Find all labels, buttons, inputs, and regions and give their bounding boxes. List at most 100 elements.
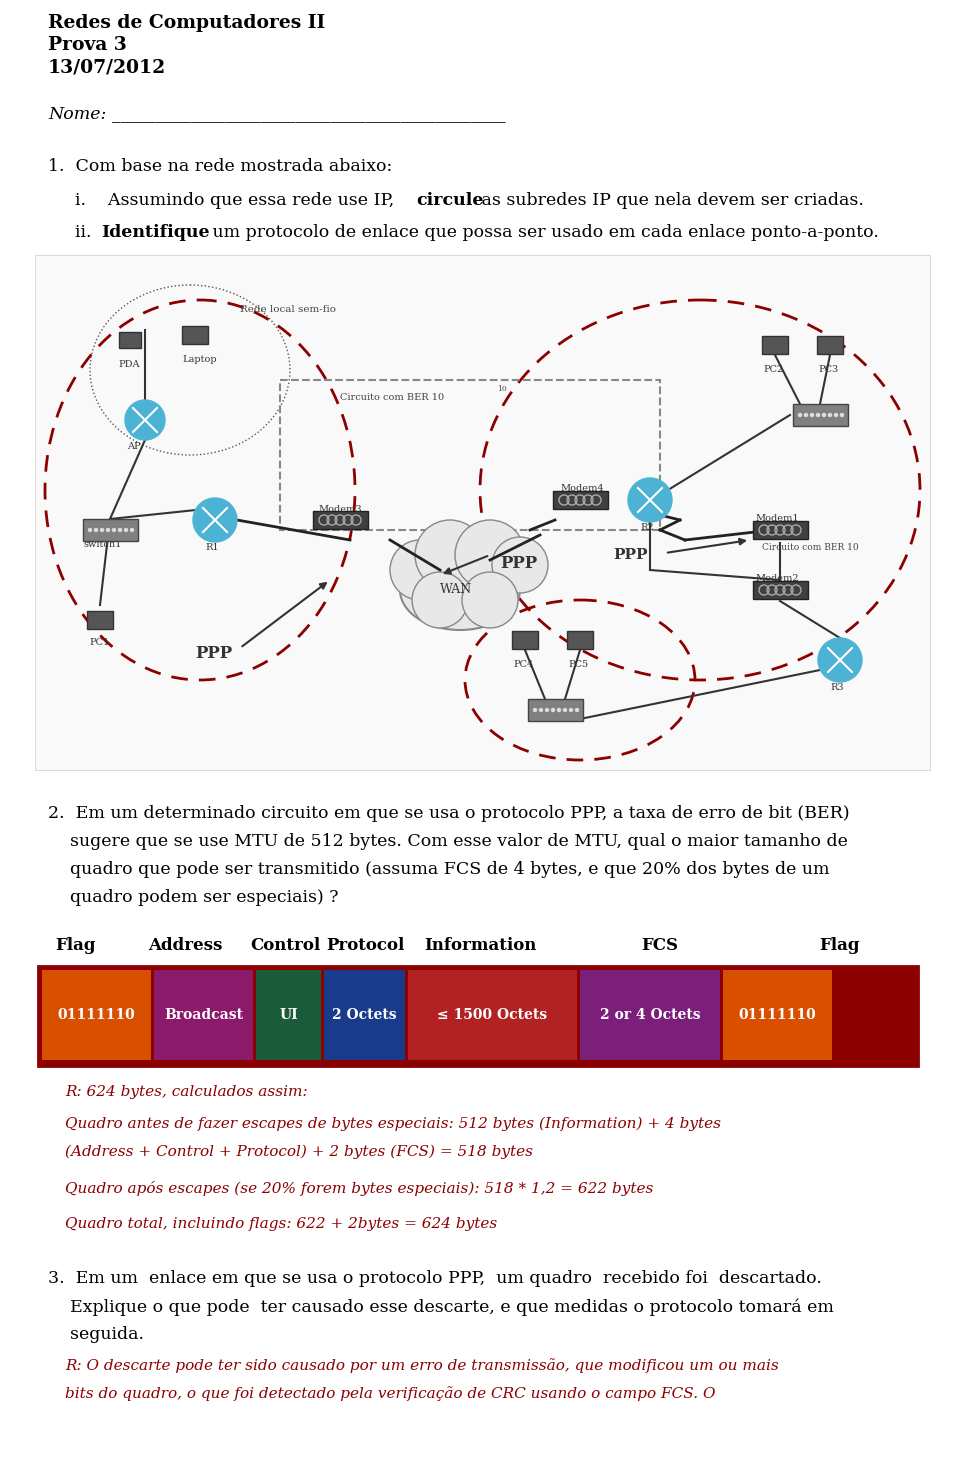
Text: Modem4: Modem4 <box>560 484 604 492</box>
Circle shape <box>834 413 837 416</box>
Text: Modem2: Modem2 <box>755 573 799 584</box>
Text: ii.: ii. <box>75 223 103 241</box>
Text: Address: Address <box>148 936 222 954</box>
Text: seguida.: seguida. <box>48 1326 144 1344</box>
Circle shape <box>118 529 122 532</box>
Text: PC2: PC2 <box>763 365 783 373</box>
FancyBboxPatch shape <box>256 970 321 1060</box>
Text: Explique o que pode  ter causado esse descarte, e que medidas o protocolo tomará: Explique o que pode ter causado esse des… <box>48 1298 834 1316</box>
FancyBboxPatch shape <box>580 970 720 1060</box>
FancyBboxPatch shape <box>817 337 843 354</box>
Circle shape <box>193 498 237 542</box>
FancyBboxPatch shape <box>762 337 787 354</box>
Circle shape <box>841 413 844 416</box>
Text: switch3: switch3 <box>527 714 565 725</box>
FancyBboxPatch shape <box>119 332 141 348</box>
Text: PC4: PC4 <box>513 660 533 669</box>
Text: PC3: PC3 <box>818 365 838 373</box>
Circle shape <box>94 529 98 532</box>
Text: Modem1: Modem1 <box>755 514 799 523</box>
Text: bits do quadro, o que foi detectado pela verificação de CRC usando o campo FCS. : bits do quadro, o que foi detectado pela… <box>65 1386 715 1401</box>
Text: 2 Octets: 2 Octets <box>332 1008 396 1022</box>
Text: Rede local sem-fio: Rede local sem-fio <box>240 304 336 315</box>
FancyBboxPatch shape <box>408 970 577 1060</box>
Text: R: O descarte pode ter sido causado por um erro de transmissão, que modificou um: R: O descarte pode ter sido causado por … <box>65 1358 779 1373</box>
Text: WAN: WAN <box>440 584 472 595</box>
FancyBboxPatch shape <box>324 970 405 1060</box>
Text: (Address + Control + Protocol) + 2 bytes (FCS) = 518 bytes: (Address + Control + Protocol) + 2 bytes… <box>65 1145 533 1160</box>
Circle shape <box>817 413 820 416</box>
Text: quadro podem ser especiais) ?: quadro podem ser especiais) ? <box>48 889 339 906</box>
Text: ≤ 1500 Octets: ≤ 1500 Octets <box>438 1008 547 1022</box>
Text: R1: R1 <box>205 542 219 553</box>
Circle shape <box>107 529 109 532</box>
FancyBboxPatch shape <box>313 512 368 529</box>
Text: R3: R3 <box>830 684 844 692</box>
Text: PC1: PC1 <box>89 638 109 647</box>
Circle shape <box>88 529 91 532</box>
Circle shape <box>462 572 518 628</box>
Text: 10: 10 <box>497 385 507 392</box>
FancyBboxPatch shape <box>513 631 538 648</box>
Circle shape <box>810 413 813 416</box>
Text: PPP: PPP <box>500 556 538 572</box>
Circle shape <box>545 709 548 711</box>
Text: UI: UI <box>279 1008 298 1022</box>
Text: 3.  Em um  enlace em que se usa o protocolo PPP,  um quadro  recebido foi  desca: 3. Em um enlace em que se usa o protocol… <box>48 1270 822 1288</box>
FancyBboxPatch shape <box>87 612 112 629</box>
Circle shape <box>415 520 485 589</box>
Text: FCS: FCS <box>641 936 679 954</box>
FancyBboxPatch shape <box>527 700 583 720</box>
Text: Nome: _____________________________________________: Nome: __________________________________… <box>48 104 506 122</box>
Text: sugere que se use MTU de 512 bytes. Com esse valor de MTU, qual o maior tamanho : sugere que se use MTU de 512 bytes. Com … <box>48 833 848 850</box>
Text: Laptop: Laptop <box>182 354 217 365</box>
FancyBboxPatch shape <box>567 631 592 648</box>
Text: Quadro antes de fazer escapes de bytes especiais: 512 bytes (Information) + 4 by: Quadro antes de fazer escapes de bytes e… <box>65 1117 721 1132</box>
Circle shape <box>125 400 165 440</box>
Circle shape <box>804 413 807 416</box>
Circle shape <box>125 529 128 532</box>
Text: 2 or 4 Octets: 2 or 4 Octets <box>600 1008 700 1022</box>
Text: Quadro após escapes (se 20% forem bytes especiais): 518 * 1,2 = 622 bytes: Quadro após escapes (se 20% forem bytes … <box>65 1180 654 1197</box>
Text: R2: R2 <box>640 523 654 532</box>
Circle shape <box>112 529 115 532</box>
Circle shape <box>540 709 542 711</box>
Text: Redes de Computadores II: Redes de Computadores II <box>48 15 325 32</box>
Text: Prova 3: Prova 3 <box>48 35 127 54</box>
Text: Protocol: Protocol <box>325 936 404 954</box>
Circle shape <box>575 709 579 711</box>
Circle shape <box>390 539 450 600</box>
Text: Control: Control <box>250 936 320 954</box>
FancyBboxPatch shape <box>83 519 137 541</box>
Text: PPP: PPP <box>613 548 647 562</box>
Circle shape <box>101 529 104 532</box>
Circle shape <box>131 529 133 532</box>
Text: 1.  Com base na rede mostrada abaixo:: 1. Com base na rede mostrada abaixo: <box>48 157 393 175</box>
Text: Circuito com BER 10: Circuito com BER 10 <box>340 392 444 401</box>
Text: R: 624 bytes, calculados assim:: R: 624 bytes, calculados assim: <box>65 1085 307 1100</box>
Text: Identifique: Identifique <box>101 223 209 241</box>
Circle shape <box>564 709 566 711</box>
Text: um protocolo de enlace que possa ser usado em cada enlace ponto-a-ponto.: um protocolo de enlace que possa ser usa… <box>207 223 878 241</box>
Circle shape <box>569 709 572 711</box>
Text: switch2: switch2 <box>796 420 834 429</box>
FancyBboxPatch shape <box>182 326 207 344</box>
Circle shape <box>551 709 555 711</box>
Text: 2.  Em um determinado circuito em que se usa o protocolo PPP, a taxa de erro de : 2. Em um determinado circuito em que se … <box>48 806 850 822</box>
Text: PC5: PC5 <box>568 660 588 669</box>
Text: PDA: PDA <box>118 360 139 369</box>
Text: i.    Assumindo que essa rede use IP,: i. Assumindo que essa rede use IP, <box>75 193 399 209</box>
Text: 01111110: 01111110 <box>58 1008 135 1022</box>
Ellipse shape <box>400 550 520 631</box>
FancyBboxPatch shape <box>42 970 151 1060</box>
FancyBboxPatch shape <box>793 404 848 426</box>
Circle shape <box>628 478 672 522</box>
Circle shape <box>818 638 862 682</box>
Circle shape <box>828 413 831 416</box>
Text: Flag: Flag <box>55 936 95 954</box>
FancyBboxPatch shape <box>723 970 832 1060</box>
FancyBboxPatch shape <box>38 966 918 1066</box>
Bar <box>35 254 930 770</box>
Text: 01111110: 01111110 <box>738 1008 816 1022</box>
Circle shape <box>455 520 525 589</box>
